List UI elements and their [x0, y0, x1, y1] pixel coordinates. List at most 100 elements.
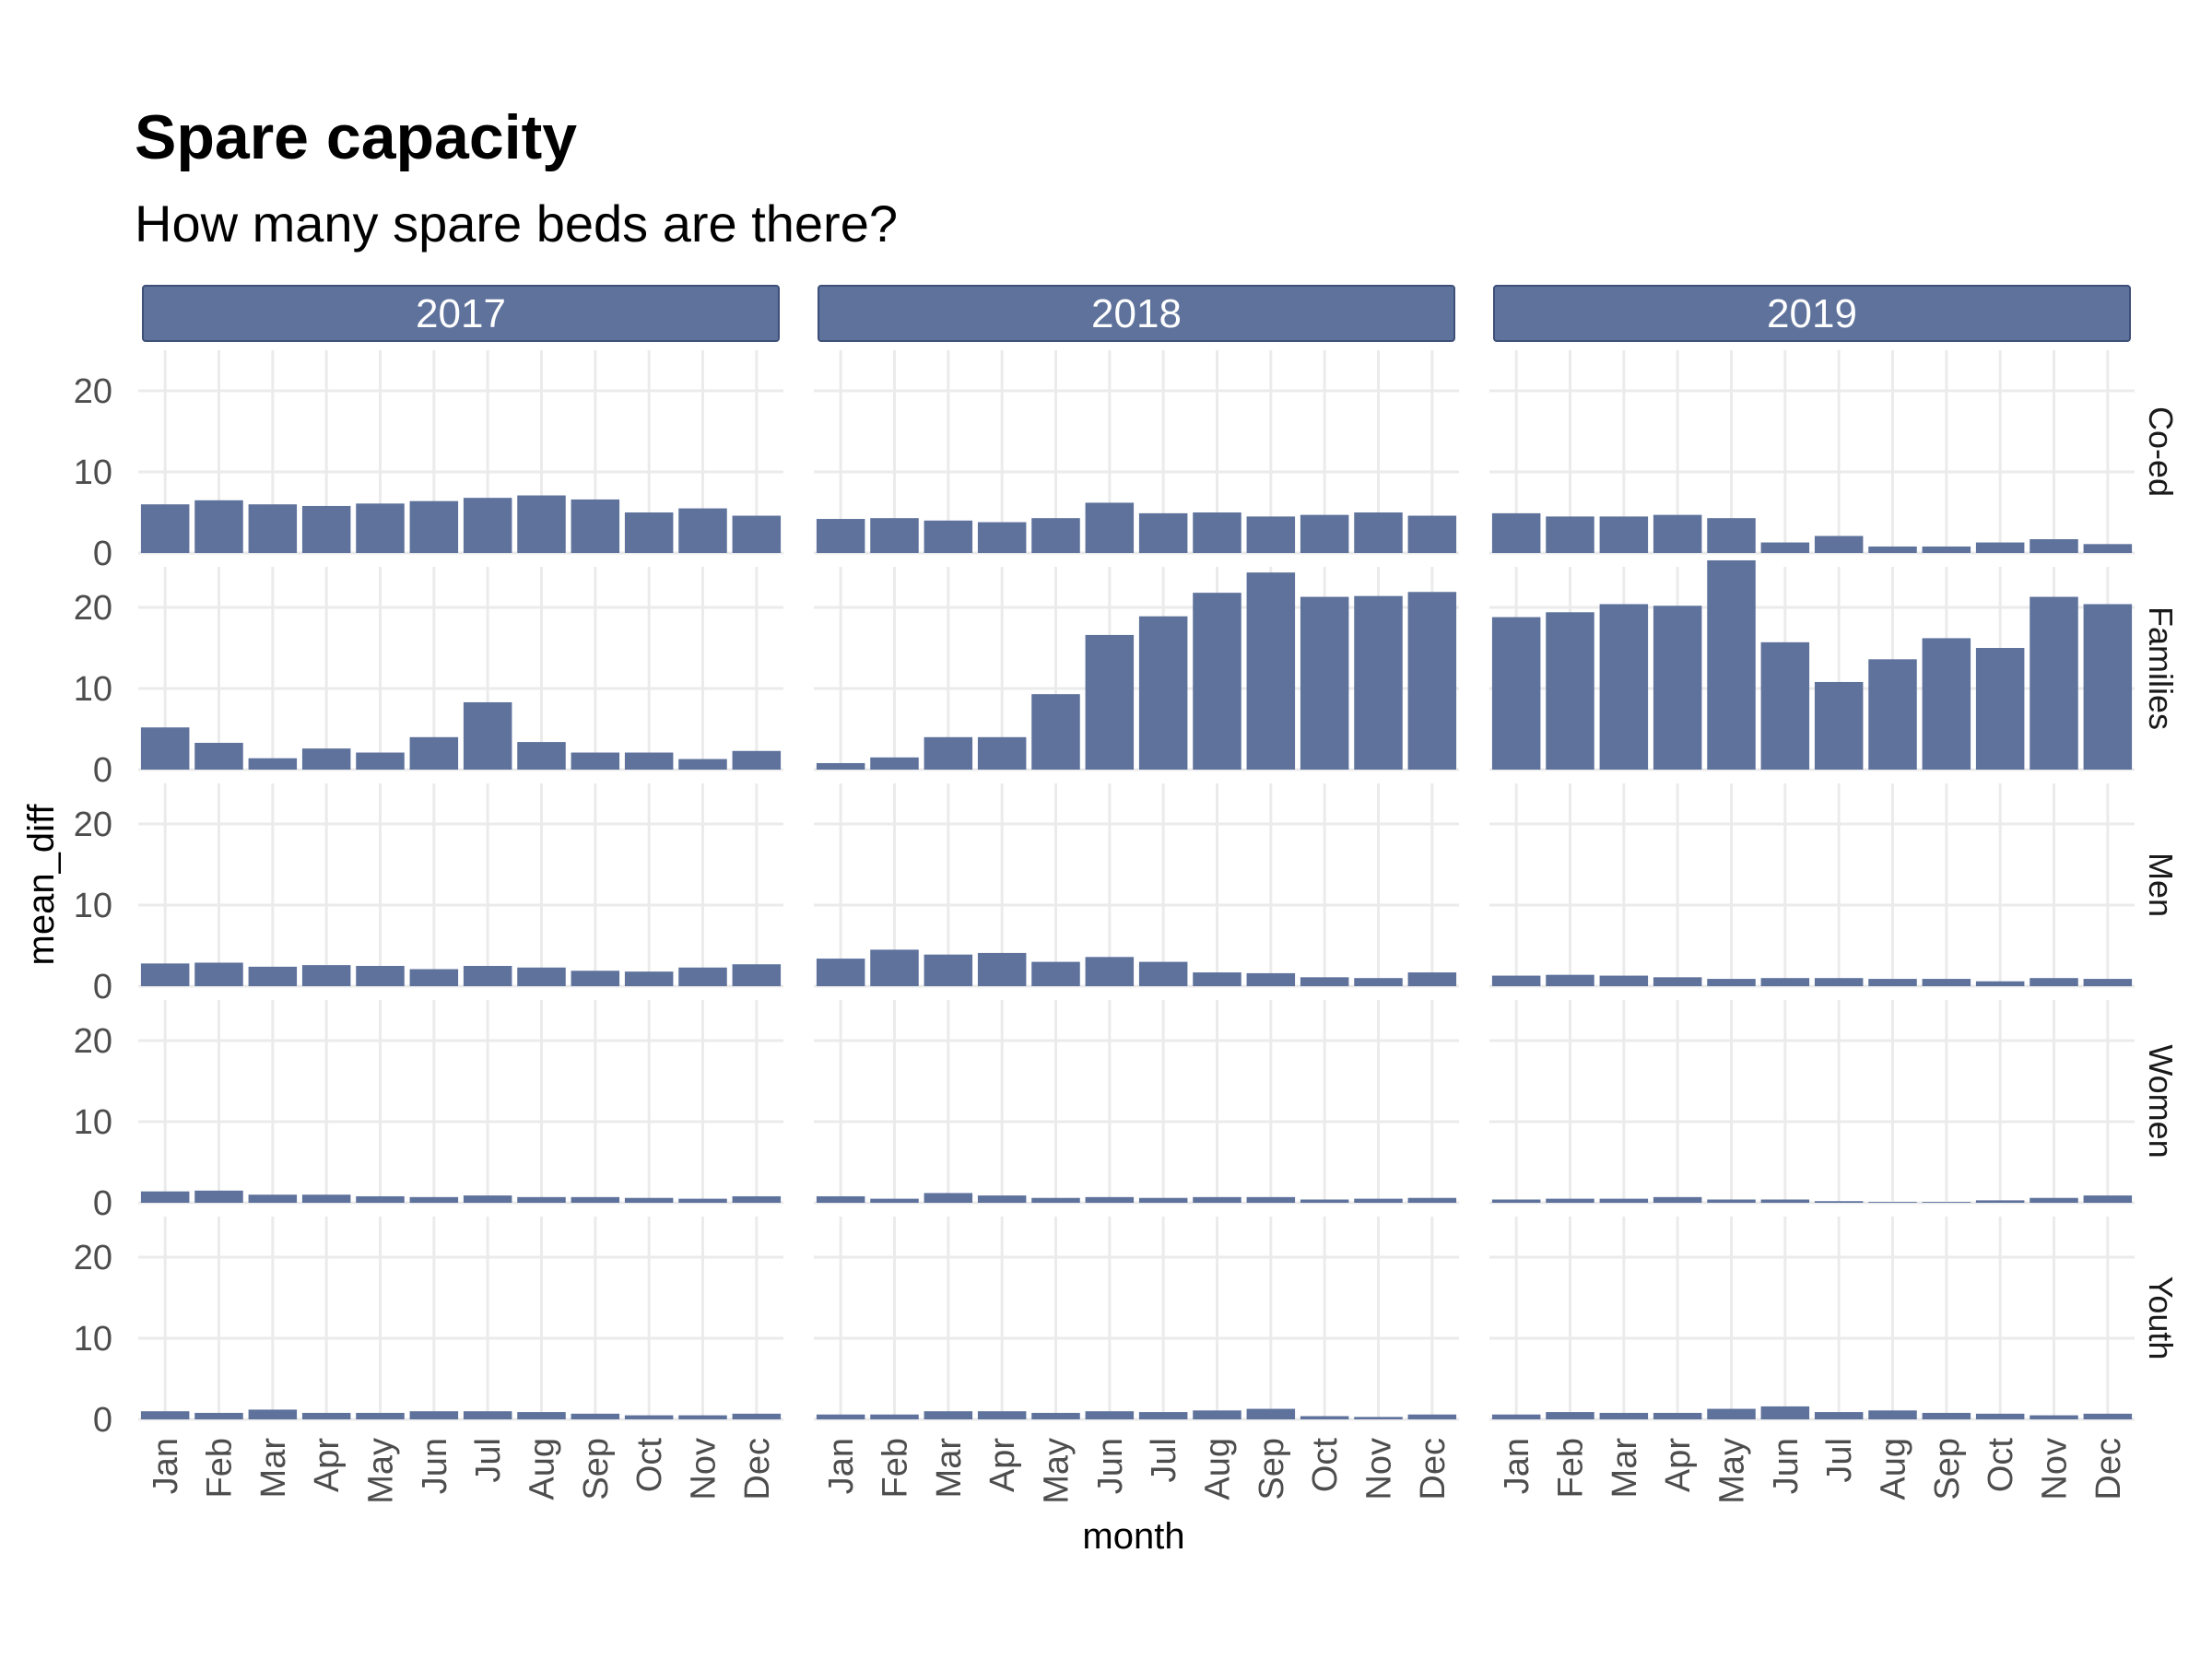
x-tick-label: Dec — [2089, 1438, 2128, 1500]
bar-women-2019-oct — [1975, 1200, 2025, 1203]
bar-youth-2017-dec — [732, 1413, 782, 1419]
bar-families-2018-jan — [816, 762, 865, 770]
bar-youth-2019-sep — [1922, 1412, 1971, 1419]
y-tick-label: 0 — [93, 968, 112, 1006]
bar-co-ed-2018-jan — [816, 519, 865, 553]
x-tick-label: May — [1038, 1438, 1077, 1504]
column-strip-label: 2019 — [1767, 291, 1857, 336]
y-tick-label: 10 — [74, 887, 112, 925]
bar-families-2017-oct — [624, 752, 674, 770]
x-tick-label: Dec — [738, 1438, 777, 1500]
bar-men-2019-jan — [1491, 975, 1541, 986]
bar-families-2018-nov — [1354, 595, 1403, 770]
bar-men-2018-jul — [1138, 961, 1188, 986]
bar-men-2018-dec — [1407, 972, 1457, 986]
bar-youth-2018-sep — [1246, 1408, 1296, 1419]
bar-women-2018-nov — [1354, 1198, 1403, 1203]
panel-grid — [1489, 783, 2135, 988]
bar-co-ed-2018-oct — [1300, 514, 1349, 553]
x-tick-label: Nov — [685, 1438, 724, 1500]
x-tick-label: Jan — [147, 1438, 185, 1494]
bar-families-2019-jan — [1491, 617, 1541, 770]
y-tick-label: 10 — [74, 670, 112, 709]
bar-women-2019-apr — [1653, 1196, 1702, 1203]
bar-families-2019-sep — [1922, 638, 1971, 770]
bar-co-ed-2018-dec — [1407, 515, 1457, 553]
y-tick-label: 20 — [74, 1239, 112, 1277]
x-tick-label: Oct — [1982, 1438, 2020, 1493]
bar-women-2018-apr — [977, 1195, 1027, 1203]
panel-families-2019 — [1489, 559, 2135, 771]
y-tick-label: 10 — [74, 1320, 112, 1359]
bar-youth-2019-oct — [1975, 1413, 2025, 1419]
bar-women-2019-may — [1707, 1199, 1756, 1203]
bar-co-ed-2019-jan — [1491, 512, 1541, 553]
chart-subtitle: How many spare beds are there? — [135, 194, 898, 253]
bar-co-ed-2017-mar — [248, 504, 298, 553]
bar-families-2019-feb — [1546, 612, 1594, 770]
bar-families-2018-dec — [1407, 592, 1457, 770]
bar-families-2018-jun — [1085, 634, 1135, 770]
bar-co-ed-2018-may — [1031, 518, 1080, 553]
bar-co-ed-2017-nov — [678, 508, 727, 553]
x-tick-label: Jul — [1145, 1438, 1183, 1483]
bar-men-2018-nov — [1354, 978, 1403, 986]
column-strip-background — [1493, 285, 2131, 342]
panel-families-2017 — [138, 567, 783, 771]
x-tick-label: Oct — [1306, 1438, 1345, 1493]
bar-women-2019-mar — [1599, 1198, 1649, 1203]
panel-co-ed-2019 — [1489, 350, 2135, 555]
bar-youth-2017-aug — [517, 1412, 566, 1419]
bar-youth-2018-feb — [870, 1414, 919, 1419]
bar-co-ed-2018-nov — [1354, 512, 1403, 553]
bar-women-2019-jul — [1814, 1201, 1864, 1203]
bar-co-ed-2019-may — [1707, 518, 1756, 553]
bar-co-ed-2017-may — [356, 503, 405, 553]
x-tick-label: Nov — [2036, 1438, 2075, 1500]
bar-men-2017-may — [356, 966, 405, 986]
bar-co-ed-2017-feb — [194, 500, 243, 553]
bar-men-2017-aug — [517, 967, 566, 986]
panel-men-2018 — [814, 783, 1459, 988]
bar-youth-2017-feb — [194, 1412, 243, 1419]
panel-youth-2017 — [138, 1217, 783, 1421]
bar-women-2018-dec — [1407, 1197, 1457, 1203]
bar-co-ed-2017-apr — [301, 505, 351, 553]
bar-women-2019-dec — [2083, 1195, 2133, 1203]
bar-men-2019-aug — [1868, 979, 1917, 986]
bar-women-2018-mar — [924, 1193, 973, 1203]
bar-women-2018-jul — [1138, 1197, 1188, 1203]
row-strip-label-youth: Youth — [2142, 1277, 2180, 1360]
column-strip-2017: 2017 — [142, 285, 780, 342]
x-tick-label: May — [362, 1438, 401, 1504]
bar-youth-2018-may — [1031, 1412, 1080, 1419]
bar-co-ed-2019-aug — [1868, 546, 1917, 553]
bar-youth-2017-oct — [624, 1415, 674, 1419]
bar-men-2019-nov — [2030, 978, 2078, 986]
bar-youth-2018-jul — [1138, 1412, 1188, 1419]
bar-youth-2018-apr — [977, 1411, 1027, 1419]
bar-families-2018-mar — [924, 736, 973, 770]
bar-co-ed-2017-oct — [624, 512, 674, 553]
bar-women-2019-aug — [1868, 1202, 1917, 1203]
column-strip-2018: 2018 — [818, 285, 1455, 342]
bar-families-2017-jul — [463, 701, 512, 770]
bar-youth-2019-aug — [1868, 1410, 1917, 1419]
panel-grid — [1489, 1000, 2135, 1205]
bar-youth-2018-nov — [1354, 1417, 1403, 1419]
column-strip-2019: 2019 — [1493, 285, 2131, 342]
bar-co-ed-2017-aug — [517, 495, 566, 553]
bar-families-2019-jun — [1760, 641, 1810, 770]
column-strip-background — [142, 285, 780, 342]
bar-co-ed-2018-aug — [1193, 512, 1241, 553]
bar-women-2017-feb — [194, 1190, 243, 1203]
x-tick-label: Apr — [983, 1438, 1022, 1492]
bar-co-ed-2018-feb — [870, 518, 919, 553]
bar-co-ed-2019-jul — [1814, 535, 1864, 553]
y-tick-label: 0 — [93, 1401, 112, 1440]
bar-families-2017-dec — [732, 750, 782, 770]
x-tick-label: Feb — [201, 1438, 240, 1498]
bar-women-2018-jun — [1085, 1196, 1135, 1203]
y-axis-title: mean_diff — [21, 804, 62, 966]
